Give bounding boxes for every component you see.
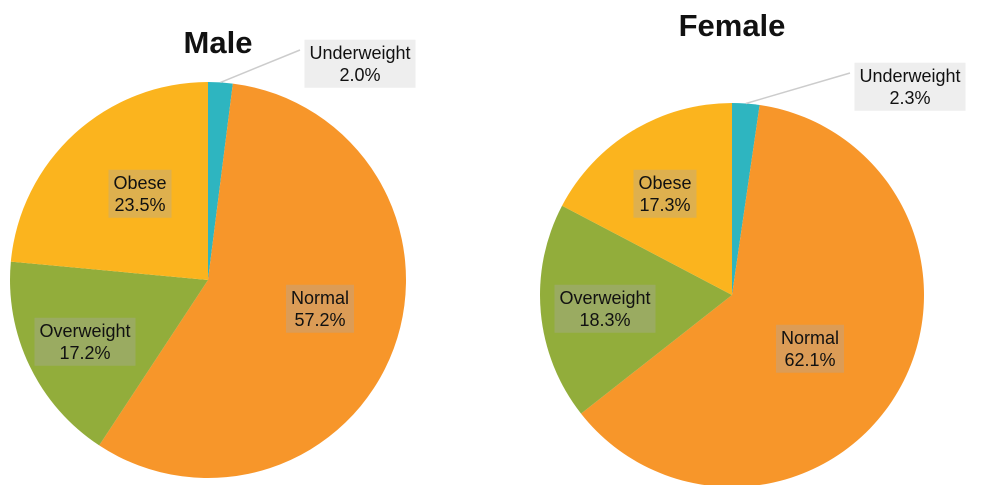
value-label: 17.3% <box>639 195 690 215</box>
label-box <box>108 169 172 218</box>
label-box <box>304 39 416 88</box>
pie-slice <box>732 103 760 295</box>
category-label: Obese <box>638 173 691 193</box>
category-label: Normal <box>291 288 349 308</box>
label-box <box>285 284 355 333</box>
value-label: 2.3% <box>889 88 930 108</box>
leader-line <box>220 49 301 84</box>
value-label: 57.2% <box>294 310 345 330</box>
value-label: 2.0% <box>339 65 380 85</box>
category-label: Obese <box>113 173 166 193</box>
value-label: 62.1% <box>784 350 835 370</box>
chart-title: Male <box>184 25 253 60</box>
pie-slice <box>540 205 732 414</box>
pie-slice <box>10 82 208 280</box>
label-box <box>34 317 136 366</box>
category-label: Normal <box>781 328 839 348</box>
label-box <box>775 324 845 373</box>
category-label: Underweight <box>309 43 410 63</box>
pie-slice <box>562 103 732 295</box>
pie-slice <box>208 82 233 280</box>
label-box <box>854 62 966 111</box>
label-box <box>633 169 697 218</box>
pie-slice <box>581 105 924 485</box>
pie-slice <box>10 261 209 446</box>
value-label: 17.2% <box>59 343 110 363</box>
pie-slice <box>99 83 407 478</box>
category-label: Overweight <box>559 288 650 308</box>
chart-title: Female <box>679 8 786 43</box>
category-label: Underweight <box>859 66 960 86</box>
value-label: 18.3% <box>579 310 630 330</box>
value-label: 23.5% <box>114 195 165 215</box>
label-box <box>554 284 656 333</box>
category-label: Overweight <box>39 321 130 341</box>
leader-line <box>745 72 851 105</box>
